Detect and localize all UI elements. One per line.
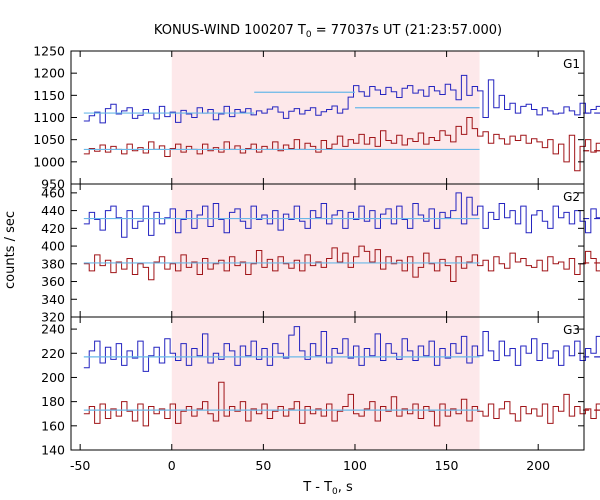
title-subscript: 0 [306,30,312,40]
y-tick-label: 380 [41,256,65,271]
x-label-rest: , s [338,480,353,495]
series-upper-steps [83,192,600,238]
y-tick-label: 440 [41,203,65,218]
series-upper-steps [83,74,600,124]
title-main: KONUS-WIND 100207 T [154,23,306,38]
x-label-subscript: 0 [332,487,338,497]
y-tick-label: 950 [41,177,65,192]
y-tick-label: 1000 [33,154,65,169]
series-lower-steps [83,245,600,283]
y-tick-label: 320 [41,310,65,325]
y-tick-label: 140 [41,443,65,458]
y-tick-label: 220 [41,346,65,361]
x-axis-label: T - T0, s [302,480,353,497]
y-tick-label: 340 [41,292,65,307]
x-tick-label: -50 [70,458,90,473]
title-rest: = 77037s UT (21:23:57.000) [312,23,502,38]
y-tick-label: 400 [41,239,65,254]
y-tick-label: 160 [41,418,65,433]
y-tick-label: 1150 [33,88,65,103]
highlight-interval [171,317,480,450]
y-tick-label: 1250 [33,44,65,59]
y-axis-label: counts / sec [3,211,18,289]
y-tick-label: 200 [41,370,65,385]
y-tick-label: 1200 [33,66,65,81]
panel-g1: 950 1000 1050 1100 1150 1200 1250 G1 [33,44,600,192]
chart-title: KONUS-WIND 100207 T0 = 77037s UT (21:23:… [154,23,502,40]
y-tick-label: 460 [41,185,65,200]
panel-label: G3 [563,323,580,337]
x-tick-label: 100 [343,458,367,473]
x-tick-label: 50 [255,458,271,473]
y-tick-label: 240 [41,322,65,337]
panel-g3: 140 160 180 200 220 240 G3 [41,316,600,458]
x-label-main: T - T [302,480,332,495]
panel-label: G1 [563,57,580,71]
y-tick-label: 1100 [33,110,65,125]
y-tick-label: 180 [41,394,65,409]
x-tick-label: 0 [168,458,176,473]
series-upper-steps [83,326,600,372]
x-tick-label: 200 [526,458,550,473]
y-tick-label: 420 [41,221,65,236]
panels: 950100010501100115012001250G132034036038… [33,44,600,473]
series-lower-steps [83,117,600,172]
x-tick-label: 150 [435,458,459,473]
highlight-interval [171,51,480,184]
y-tick-label: 1050 [33,132,65,147]
y-tick-label: 360 [41,274,65,289]
panel-frame [70,316,585,451]
highlight-interval [171,184,480,317]
panel-g2: 320 340 360 380 400 420 440 460 G2 [41,183,600,325]
panel-label: G2 [563,190,580,204]
series-lower-steps [83,381,600,427]
